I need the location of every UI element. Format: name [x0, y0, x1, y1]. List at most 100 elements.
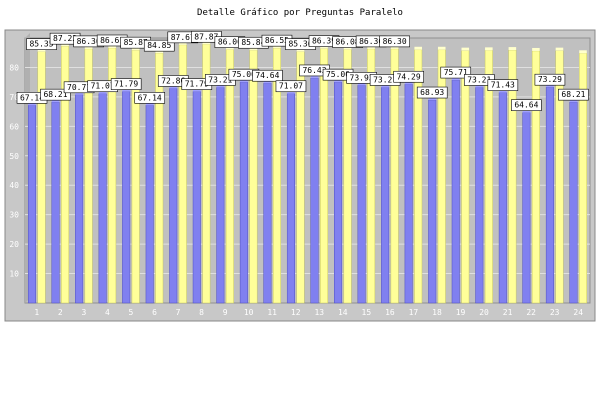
- data-label-box: [110, 78, 142, 90]
- bar-series-1: [522, 112, 531, 304]
- x-tick-label: 6: [152, 308, 157, 317]
- data-label: 84.85: [147, 41, 171, 50]
- bar-series-1: [498, 92, 507, 304]
- data-label: 73.21: [208, 75, 232, 84]
- bar-top-series-1: [51, 99, 60, 103]
- data-label: 74.29: [397, 72, 421, 81]
- x-tick-label: 1: [34, 308, 39, 317]
- bar-series-1: [27, 105, 37, 304]
- bar-series-1: [404, 84, 413, 304]
- bar-top-series-1: [193, 88, 201, 92]
- y-tick-label: 50: [9, 152, 19, 161]
- bar-top-series-1: [522, 109, 531, 113]
- data-label-box: [379, 35, 410, 48]
- data-label: 74.64: [255, 71, 279, 80]
- bar-series-2: [225, 49, 234, 304]
- y-tick-label: 80: [9, 63, 19, 72]
- y-tick-label: 40: [9, 181, 19, 190]
- y-tick-label: 60: [9, 122, 19, 131]
- data-label: 71.43: [491, 81, 515, 90]
- data-label: 86.39: [312, 37, 336, 46]
- data-label: 73.21: [467, 75, 491, 84]
- bar-series-2: [531, 50, 540, 304]
- bar-top-series-1: [240, 79, 248, 83]
- bar-series-1: [169, 88, 178, 304]
- data-label: 86.30: [359, 37, 383, 46]
- data-label: 87.22: [53, 34, 77, 43]
- x-tick-label: 16: [385, 308, 395, 317]
- y-tick-label: 20: [9, 240, 19, 249]
- bar-series-1: [310, 77, 319, 304]
- bar-top-series-2: [202, 41, 211, 45]
- bar-top-series-1: [334, 79, 342, 83]
- bar-series-1: [357, 85, 366, 304]
- bar-series-1: [334, 81, 343, 304]
- bar-top-series-2: [320, 45, 328, 49]
- bar-series-1: [263, 82, 272, 304]
- bar-top-series-2: [437, 46, 446, 50]
- x-tick-label: 10: [244, 308, 254, 317]
- x-tick-label: 13: [314, 308, 324, 317]
- bar-series-1: [381, 87, 390, 304]
- bar-top-series-2: [555, 47, 564, 51]
- bar-top-series-2: [579, 50, 587, 54]
- bar-top-series-2: [461, 47, 470, 51]
- data-label: 75.00: [326, 70, 350, 79]
- bar-series-1: [98, 93, 107, 304]
- data-label-box: [511, 99, 542, 111]
- data-label: 86.08: [336, 38, 360, 47]
- x-tick-label: 11: [267, 308, 277, 317]
- bar-top-series-2: [532, 47, 540, 51]
- x-tick-label: 4: [105, 308, 110, 317]
- data-label: 71.79: [114, 80, 138, 89]
- data-label: 75.00: [232, 70, 256, 79]
- bar-series-2: [555, 50, 564, 304]
- data-label: 67.14: [138, 93, 162, 102]
- bar-series-2: [343, 49, 352, 304]
- data-label: 86.30: [77, 37, 101, 46]
- data-label-box: [40, 88, 71, 101]
- bar-top-series-2: [414, 46, 422, 50]
- bar-series-1: [216, 87, 225, 304]
- bar-top-series-1: [499, 89, 507, 93]
- bar-series-1: [122, 91, 131, 304]
- bar-top-series-1: [75, 91, 83, 95]
- bar-series-1: [239, 81, 248, 304]
- bar-series-1: [545, 86, 554, 304]
- bar-series-1: [451, 79, 460, 304]
- bar-series-2: [461, 50, 470, 304]
- x-tick-label: 14: [338, 308, 348, 317]
- bar-top-series-1: [404, 81, 413, 85]
- bar-top-series-2: [249, 47, 258, 51]
- y-tick-label: 30: [9, 211, 19, 220]
- data-label: 87.67: [171, 33, 195, 42]
- x-tick-label: 2: [58, 308, 63, 317]
- data-label-box: [143, 39, 175, 52]
- x-tick-label: 22: [526, 308, 536, 317]
- bar-top-series-2: [273, 45, 281, 49]
- bar-top-series-2: [485, 47, 493, 51]
- data-label-box: [275, 80, 307, 93]
- bar-top-series-2: [131, 47, 140, 51]
- bar-top-series-1: [546, 84, 554, 88]
- x-tick-label: 8: [199, 308, 204, 317]
- data-label: 87.87: [194, 32, 218, 41]
- data-label-box: [534, 73, 566, 86]
- x-tick-label: 20: [479, 308, 489, 317]
- bar-series-1: [286, 93, 295, 304]
- data-label: 68.21: [43, 90, 67, 99]
- bar-series-2: [155, 52, 164, 304]
- bar-series-2: [320, 48, 329, 304]
- x-tick-label: 24: [573, 308, 583, 317]
- bar-series-1: [51, 101, 60, 304]
- data-label-box: [416, 86, 448, 99]
- x-tick-label: 19: [456, 308, 466, 317]
- data-label: 72.86: [161, 76, 185, 85]
- bar-top-series-2: [343, 46, 352, 50]
- bar-top-series-1: [569, 99, 578, 103]
- data-label: 71.79: [185, 80, 209, 89]
- x-tick-label: 5: [129, 308, 134, 317]
- y-tick-label: 10: [9, 270, 19, 279]
- data-label: 68.21: [561, 90, 585, 99]
